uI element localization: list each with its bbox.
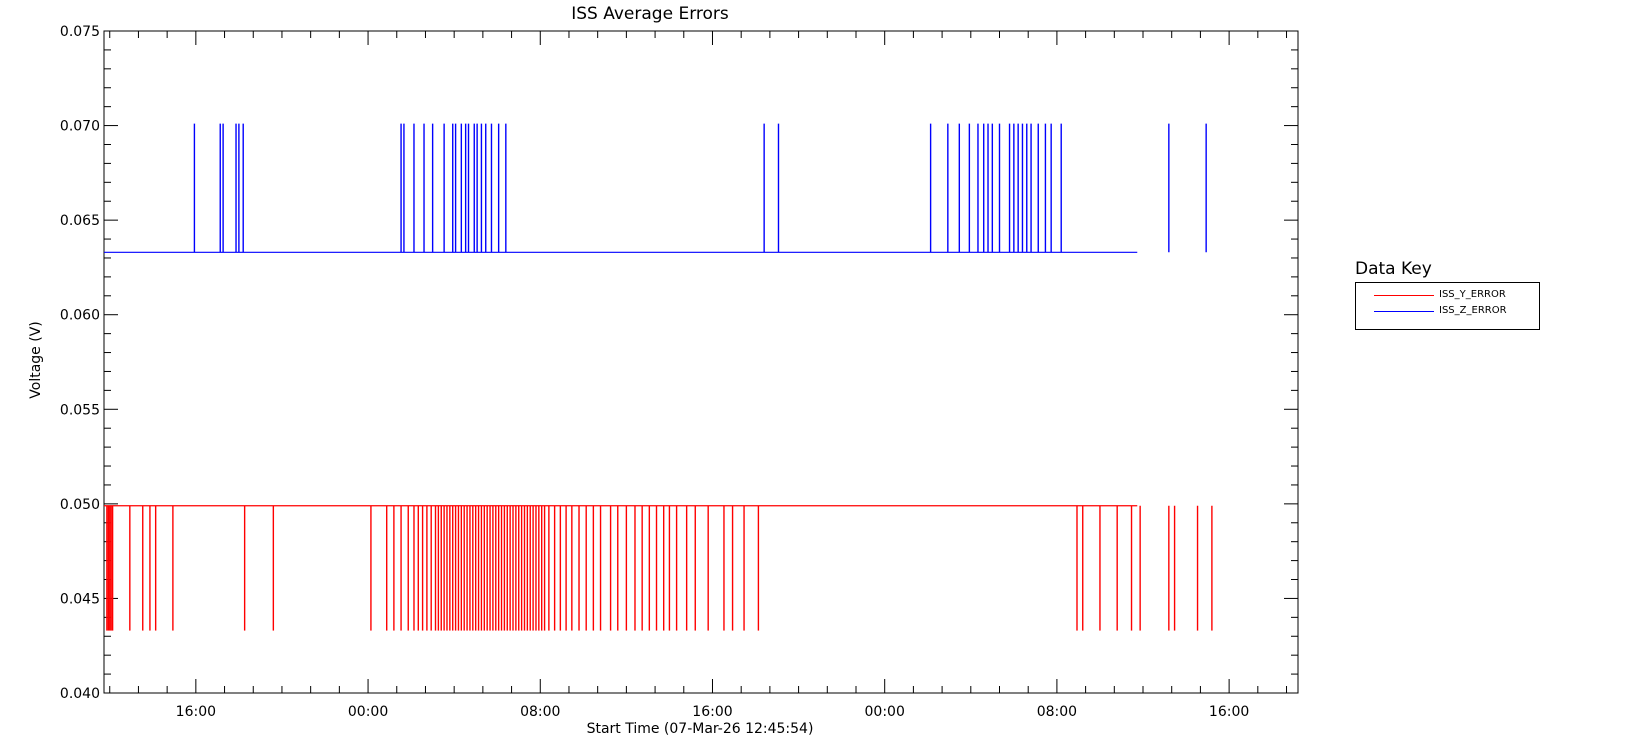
legend: ISS_Y_ERROR ISS_Z_ERROR xyxy=(1355,282,1540,330)
y-tick-label: 0.075 xyxy=(60,24,100,40)
y-tick-label: 0.055 xyxy=(60,402,100,418)
legend-item-iss-z-error: ISS_Z_ERROR xyxy=(1374,305,1534,317)
x-tick-label: 16:00 xyxy=(176,704,216,720)
series-iss-z-error xyxy=(104,123,1207,253)
x-tick-label: 16:00 xyxy=(692,704,732,720)
legend-swatch xyxy=(1374,295,1434,296)
legend-item-iss-y-error: ISS_Y_ERROR xyxy=(1374,289,1534,301)
y-axis-label: Voltage (V) xyxy=(28,321,44,398)
y-tick-label: 0.040 xyxy=(60,686,100,702)
y-tick-label: 0.065 xyxy=(60,213,100,229)
legend-label: ISS_Y_ERROR xyxy=(1439,289,1506,300)
x-axis-label: Start Time (07-Mar-26 12:45:54) xyxy=(587,721,814,737)
y-tick-label: 0.050 xyxy=(60,497,100,513)
x-tick-label: 08:00 xyxy=(520,704,560,720)
legend-title: Data Key xyxy=(1355,259,1432,279)
y-axis: 0.040 0.045 0.050 0.055 0.060 0.065 0.070 0.075 xyxy=(60,24,1298,702)
x-axis: 16:00 00:00 08:00 16:00 00:00 08:00 16:00 xyxy=(109,31,1288,720)
legend-swatch xyxy=(1374,311,1434,312)
x-tick-label: 00:00 xyxy=(865,704,905,720)
chart-title: ISS Average Errors xyxy=(571,4,729,24)
x-tick-label: 00:00 xyxy=(348,704,388,720)
y-tick-label: 0.060 xyxy=(60,308,100,324)
y-tick-label: 0.045 xyxy=(60,591,100,607)
plot-frame xyxy=(103,30,1299,694)
x-tick-label: 16:00 xyxy=(1209,704,1249,720)
y-tick-label: 0.070 xyxy=(60,119,100,135)
legend-label: ISS_Z_ERROR xyxy=(1439,305,1507,316)
series-iss-y-error xyxy=(104,505,1213,631)
x-tick-label: 08:00 xyxy=(1037,704,1077,720)
